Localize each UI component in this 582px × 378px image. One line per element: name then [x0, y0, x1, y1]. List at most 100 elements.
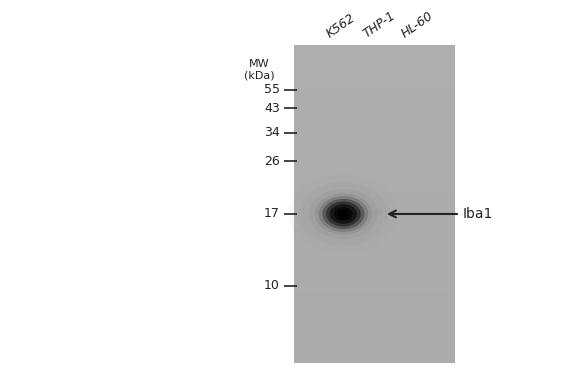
Bar — [294, 71, 455, 75]
Bar — [294, 267, 455, 271]
Ellipse shape — [308, 189, 378, 239]
Bar — [294, 299, 455, 303]
Ellipse shape — [322, 199, 364, 229]
Text: 10: 10 — [264, 279, 280, 292]
Bar — [294, 77, 455, 81]
Bar — [294, 296, 455, 300]
Ellipse shape — [326, 201, 361, 226]
Bar — [294, 270, 455, 274]
Bar — [294, 330, 455, 335]
Bar — [294, 68, 455, 71]
Text: Iba1: Iba1 — [389, 207, 493, 221]
Bar — [294, 115, 455, 119]
Bar — [294, 45, 455, 50]
Bar — [294, 147, 455, 151]
Ellipse shape — [315, 194, 372, 235]
Bar — [294, 137, 455, 141]
Bar — [294, 201, 455, 204]
Bar — [294, 283, 455, 287]
Bar — [294, 254, 455, 259]
Bar — [294, 356, 455, 360]
Bar — [294, 289, 455, 293]
Bar — [294, 141, 455, 144]
Bar — [294, 166, 455, 170]
Bar — [294, 80, 455, 84]
Text: 26: 26 — [264, 155, 280, 168]
Ellipse shape — [318, 196, 368, 232]
Bar — [294, 280, 455, 284]
Bar — [294, 109, 455, 113]
Bar — [294, 277, 455, 280]
Bar — [294, 220, 455, 223]
Bar — [294, 153, 455, 157]
Bar — [294, 207, 455, 211]
Bar — [294, 308, 455, 312]
Bar — [294, 185, 455, 189]
Bar — [294, 160, 455, 163]
Bar — [294, 150, 455, 154]
Ellipse shape — [338, 210, 349, 218]
Bar — [294, 242, 455, 246]
Bar — [294, 144, 455, 147]
Text: HL-60: HL-60 — [399, 9, 436, 40]
Bar — [294, 112, 455, 116]
Ellipse shape — [289, 175, 398, 253]
Bar — [294, 128, 455, 132]
Bar — [294, 324, 455, 328]
Bar — [294, 172, 455, 176]
Bar — [294, 55, 455, 59]
Bar — [294, 305, 455, 309]
Text: K562: K562 — [324, 11, 357, 40]
Bar — [294, 175, 455, 179]
Text: 43: 43 — [264, 102, 280, 115]
Bar — [294, 163, 455, 167]
Bar — [294, 90, 455, 94]
Bar — [294, 248, 455, 252]
Bar — [294, 125, 455, 129]
Bar — [294, 346, 455, 350]
Ellipse shape — [372, 210, 381, 214]
Bar — [294, 286, 455, 290]
Bar — [294, 302, 455, 306]
Ellipse shape — [330, 204, 357, 224]
Bar — [294, 311, 455, 315]
Bar — [294, 191, 455, 195]
Bar — [294, 293, 455, 296]
Bar — [294, 99, 455, 103]
Bar — [294, 194, 455, 198]
Bar — [294, 258, 455, 262]
Bar — [294, 156, 455, 160]
Ellipse shape — [334, 207, 353, 221]
Bar — [294, 58, 455, 62]
Bar — [294, 210, 455, 214]
Bar — [294, 261, 455, 265]
Bar — [294, 273, 455, 277]
Bar — [294, 188, 455, 192]
Bar — [294, 121, 455, 125]
Bar — [294, 134, 455, 138]
Bar — [294, 96, 455, 100]
Bar — [294, 131, 455, 135]
Bar — [294, 182, 455, 186]
Bar — [294, 251, 455, 255]
Bar — [294, 223, 455, 227]
Bar — [294, 178, 455, 183]
Bar — [294, 340, 455, 344]
Bar — [294, 353, 455, 356]
Bar — [294, 226, 455, 230]
Bar — [294, 105, 455, 110]
Bar — [294, 61, 455, 65]
Bar — [294, 337, 455, 341]
Bar — [294, 229, 455, 233]
Ellipse shape — [367, 207, 386, 217]
Bar — [294, 64, 455, 68]
Bar — [294, 93, 455, 97]
Text: MW
(kDa): MW (kDa) — [244, 59, 274, 81]
Bar — [294, 318, 455, 322]
Text: 55: 55 — [264, 83, 280, 96]
Bar — [294, 87, 455, 91]
Bar — [294, 213, 455, 217]
Bar — [294, 343, 455, 347]
Bar — [294, 169, 455, 173]
Bar — [294, 74, 455, 78]
